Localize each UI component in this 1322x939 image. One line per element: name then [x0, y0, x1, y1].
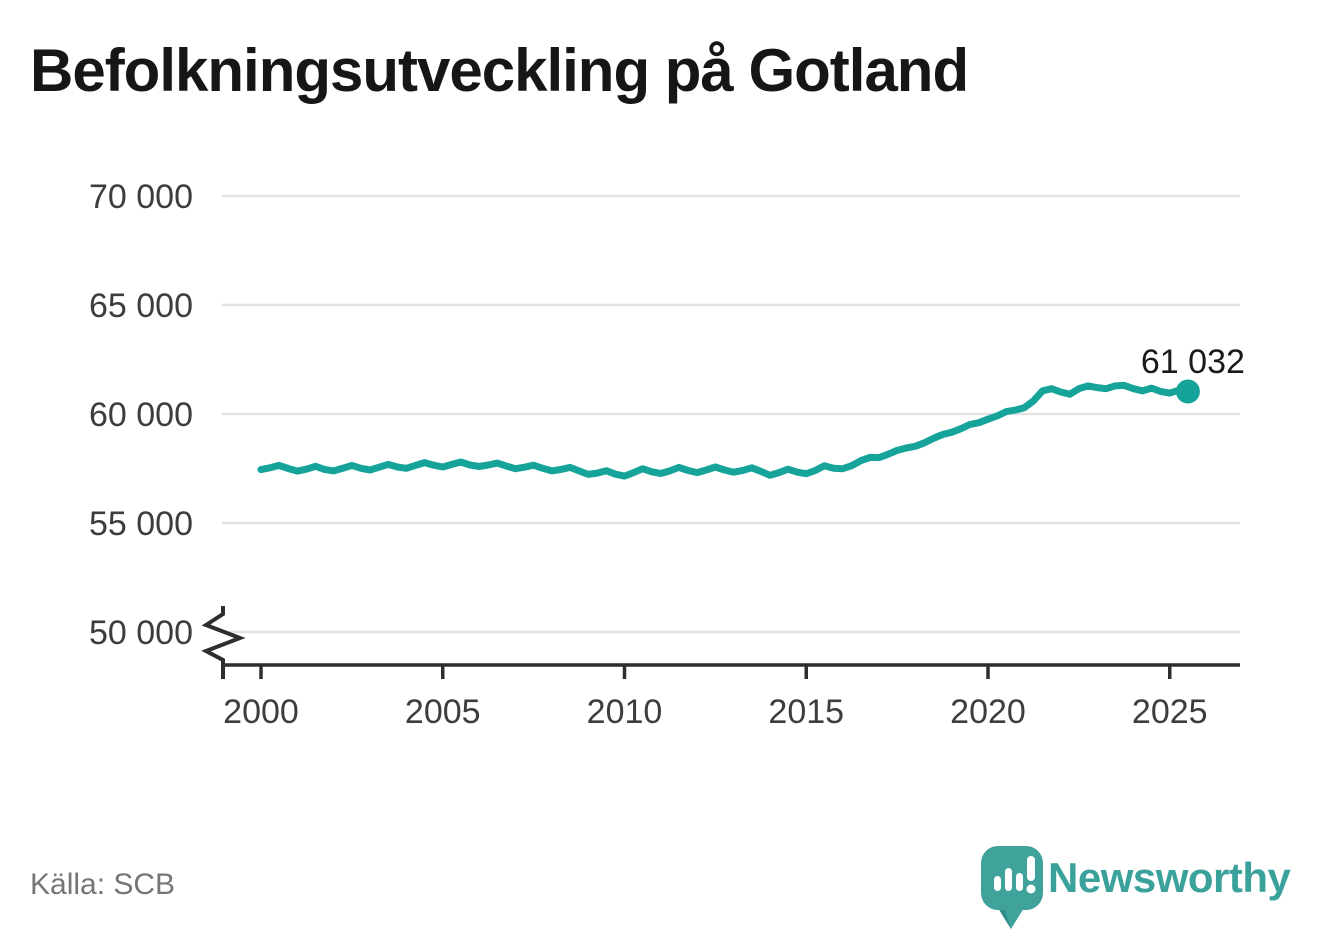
y-axis-tick-label: 60 000: [89, 396, 193, 434]
gridlines: [222, 194, 1240, 634]
x-axis-tick-label: 2020: [950, 693, 1026, 731]
population-line: [257, 381, 1192, 480]
y-axis-tick-label: 65 000: [89, 287, 193, 325]
latest-value-label: 61 032: [1141, 343, 1245, 381]
chart-title: Befolkningsutveckling på Gotland: [30, 37, 969, 104]
newsworthy-wordmark: Newsworthy: [1048, 854, 1291, 901]
newsworthy-logo: Newsworthy: [980, 844, 1300, 936]
x-axis-tick-label: 2025: [1132, 693, 1208, 731]
y-axis-tick-label: 70 000: [89, 178, 193, 216]
y-axis-tick-labels: 50 000 55 000 60 000 65 000 70 000: [89, 178, 193, 652]
latest-value-dot: [1175, 379, 1200, 404]
x-axis-tick-label: 2010: [587, 693, 663, 731]
y-axis-break-icon: [201, 606, 246, 679]
x-axis-tick-label: 2005: [405, 693, 481, 731]
x-axis-tick-label: 2000: [223, 693, 299, 731]
source-caption: Källa: SCB: [30, 868, 176, 901]
x-axis-tick-label: 2015: [768, 693, 844, 731]
x-axis-tick-labels: 2000 2005 2010 2015 2020 2025: [223, 693, 1207, 731]
y-axis-tick-label: 55 000: [89, 505, 193, 543]
speech-bubble-bar-chart-icon: [981, 846, 1043, 929]
y-axis-tick-label: 50 000: [89, 614, 193, 652]
x-axis: [222, 663, 1240, 679]
